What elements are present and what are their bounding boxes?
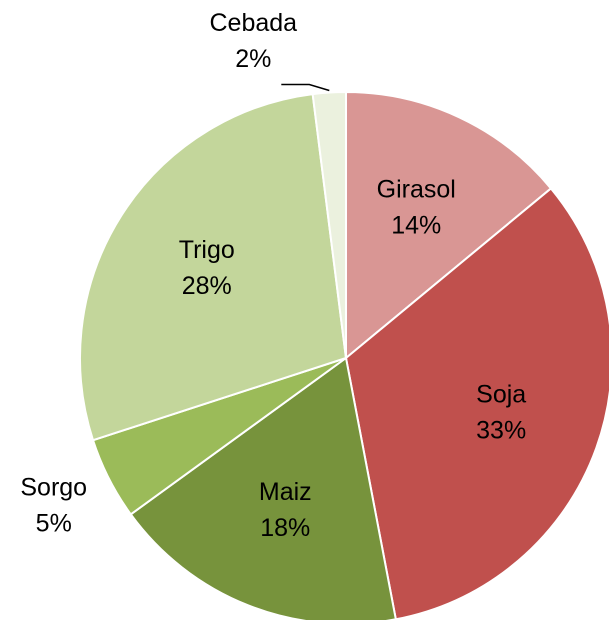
slice-label: Girasol [377,175,456,203]
pie-slice [311,90,347,359]
slice-value-label: 2% [235,45,271,73]
slice-value-label: 33% [476,416,526,444]
pie-slice [129,356,397,620]
slice-label: Cebada [210,9,298,37]
slice-value-label: 14% [391,211,441,239]
pie-slice [345,90,553,361]
slice-label: Trigo [179,236,235,264]
slice-label: Maiz [259,478,312,506]
leader-line [281,83,330,92]
slice-value-label: 5% [36,510,72,538]
slice-label: Soja [476,380,526,408]
slice-value-label: 18% [260,514,310,542]
pie-slice [79,92,348,442]
slice-value-label: 28% [182,272,232,300]
slice-label: Sorgo [20,474,87,502]
pie-slice [344,187,609,620]
